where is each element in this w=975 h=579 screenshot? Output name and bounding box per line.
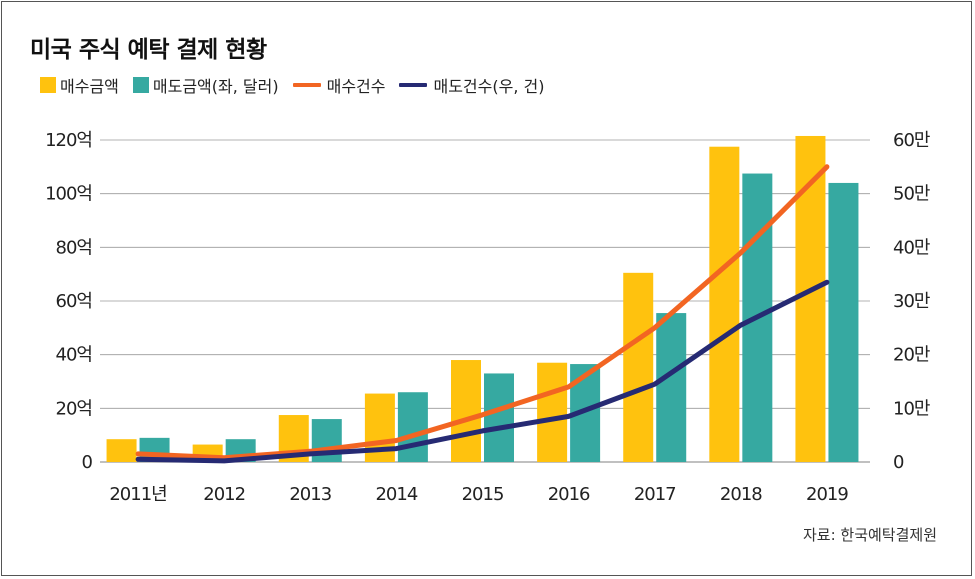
line-buy-count — [135, 164, 830, 461]
bar-buy-amount — [623, 272, 654, 462]
bar-buy-amount — [451, 360, 481, 462]
right-axis-tick-label: 20만 — [893, 345, 930, 366]
bar-buy-amount — [106, 439, 137, 462]
legend: 매수금액 매도금액(좌, 달러) 매수건수 매도건수(우, 건) — [40, 72, 558, 98]
legend-item-buy-amount: 매수금액 — [40, 73, 119, 97]
bar-sell-amount — [656, 313, 687, 462]
source-note: 자료: 한국예탁결제원 — [802, 526, 937, 544]
right-axis-tick-label: 10만 — [893, 398, 930, 419]
right-axis-tick-label: 60만 — [893, 130, 930, 151]
right-axis-tick-label: 0 — [893, 452, 904, 473]
line-sell-count — [135, 279, 830, 464]
x-axis-tick-label: 2012 — [203, 484, 245, 505]
legend-swatch-buy-count — [292, 83, 321, 87]
right-axis-tick-label: 40만 — [893, 237, 930, 258]
legend-item-buy-count: 매수건수 — [292, 73, 386, 97]
x-axis-tick-label: 2011년 — [109, 484, 166, 505]
legend-swatch-sell-count — [399, 83, 428, 87]
bar-buy-amount — [537, 362, 568, 462]
legend-swatch-buy-amount — [40, 77, 56, 93]
bar-buy-amount — [709, 146, 740, 463]
left-axis-tick-label: 40억 — [56, 345, 92, 366]
legend-label-buy-amount: 매수금액 — [60, 77, 119, 96]
x-axis-tick-label: 2016 — [548, 484, 590, 505]
left-axis-tick-label: 80억 — [56, 237, 92, 258]
left-axis-tick-label: 0 — [82, 452, 93, 473]
left-axis-tick-label: 120억 — [45, 130, 92, 151]
x-axis-tick-label: 2018 — [720, 484, 762, 505]
legend-label-sell-amount: 매도금액(좌, 달러) — [152, 77, 279, 96]
legend-item-sell-count: 매도건수(우, 건) — [399, 73, 544, 97]
bar-sell-amount — [397, 392, 428, 462]
bar-sell-amount — [828, 182, 859, 462]
x-axis-tick-label: 2019 — [806, 484, 848, 505]
bar-sell-amount — [484, 373, 514, 462]
legend-item-sell-amount: 매도금액(좌, 달러) — [132, 73, 279, 97]
right-axis-tick-label: 30만 — [893, 291, 930, 312]
right-axis-tick-label: 50만 — [893, 184, 930, 205]
legend-swatch-sell-amount — [132, 77, 149, 93]
left-axis-tick-label: 20억 — [56, 398, 92, 419]
legend-label-buy-count: 매수건수 — [326, 77, 386, 96]
x-axis-tick-label: 2017 — [634, 484, 676, 505]
left-axis-tick-label: 60억 — [56, 291, 92, 312]
left-axis-tick-label: 100억 — [45, 184, 92, 205]
legend-label-sell-count: 매도건수(우, 건) — [433, 77, 545, 96]
x-axis-tick-label: 2014 — [375, 484, 417, 505]
x-axis-tick-label: 2013 — [289, 484, 331, 505]
x-axis-tick-label: 2015 — [462, 484, 504, 505]
chart-title: 미국 주식 예탁 결제 현황 — [30, 37, 267, 63]
